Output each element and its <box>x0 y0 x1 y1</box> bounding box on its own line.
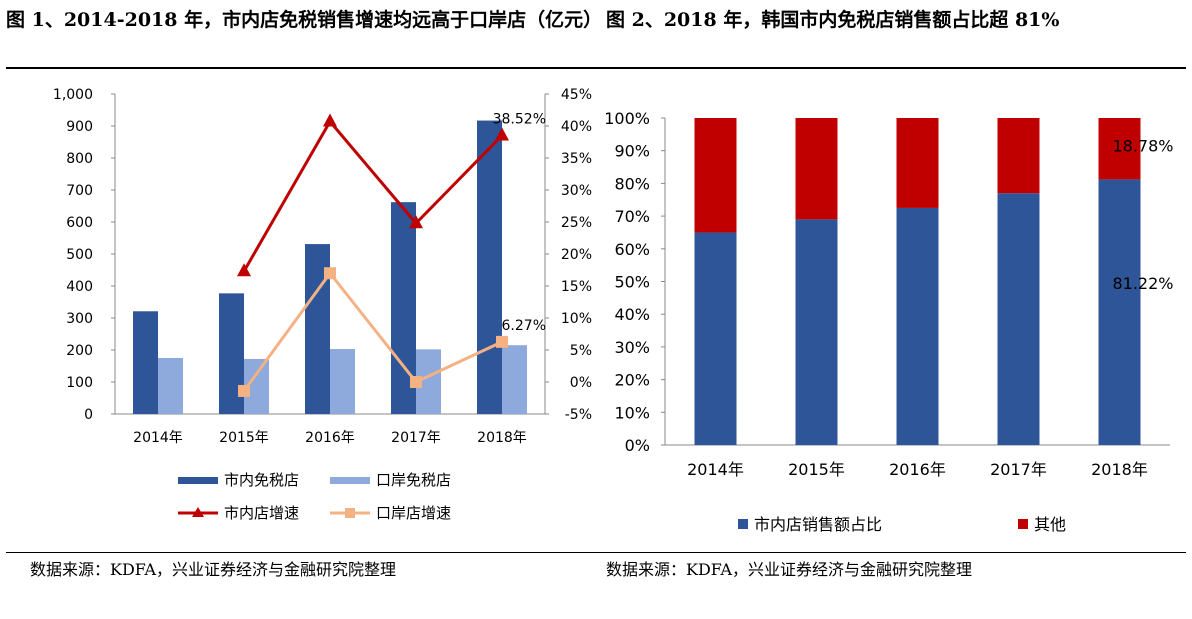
chart2-x-tick-label: 2014年 <box>687 460 744 479</box>
chart1-point-downtown-growth <box>323 113 337 127</box>
chart2-y-tick-label: 10% <box>614 403 650 422</box>
chart1-left-tick-label: 300 <box>66 311 93 327</box>
chart2-bar-other <box>997 118 1040 194</box>
chart1-x-tick-label: 2016年 <box>305 430 355 446</box>
chart1-point-downtown-growth <box>409 215 423 229</box>
chart2-bar-other <box>795 118 838 220</box>
chart1-x-tick-label: 2018年 <box>477 430 527 446</box>
chart1-x-tick-label: 2017年 <box>391 430 441 446</box>
chart1-line-port-growth <box>242 270 503 392</box>
chart1-right-tick-label: 25% <box>561 215 592 231</box>
chart1-point-downtown-growth <box>237 263 251 277</box>
chart1-left-tick-label: 700 <box>66 183 93 199</box>
chart1-x-tick-label: 2015年 <box>219 430 269 446</box>
chart1-data-label: 38.52% <box>493 111 546 127</box>
chart1-right-tick-label: 10% <box>561 311 592 327</box>
chart1-point-port-growth <box>410 376 422 388</box>
chart1-left-tick-label: 0 <box>84 407 93 423</box>
chart2-bar-other <box>896 118 939 208</box>
chart1-left-tick-label: 900 <box>66 119 93 135</box>
chart1-right-tick-label: -5% <box>565 407 592 423</box>
chart2-legend-downtown-share-label: 市内店销售额占比 <box>754 515 882 534</box>
chart1-right-tick-label: 35% <box>561 151 592 167</box>
chart2-x-tick-label: 2016年 <box>889 460 946 479</box>
chart2-y-tick-label: 50% <box>614 273 650 292</box>
figure1-title: 图 1、2014-2018 年，市内店免税销售增速均远高于口岸店（亿元） <box>6 9 603 31</box>
chart2-y-tick-label: 30% <box>614 338 650 357</box>
chart1-left-tick-label: 400 <box>66 279 93 295</box>
chart1-x-tick-label: 2014年 <box>133 430 183 446</box>
title-divider <box>6 67 1186 69</box>
chart1-legend-downtown-label: 市内免税店 <box>224 471 299 489</box>
chart1-line-downtown-growth <box>242 118 504 273</box>
chart2-y-tick-label: 100% <box>604 109 650 128</box>
figure2-source: 数据来源：KDFA，兴业证券经济与金融研究院整理 <box>606 560 973 579</box>
chart2-legend-downtown-share-swatch <box>738 519 748 529</box>
chart2-y-tick-label: 80% <box>614 174 650 193</box>
chart1-right-tick-label: 30% <box>561 183 592 199</box>
chart1-left-tick-label: 500 <box>66 247 93 263</box>
chart1-point-port-growth <box>238 384 250 397</box>
chart2-y-tick-label: 90% <box>614 142 650 161</box>
source-divider <box>6 552 1186 553</box>
chart2-legend-other-label: 其他 <box>1034 515 1066 534</box>
chart1-right-tick-label: 5% <box>570 343 592 359</box>
chart1-point-port-growth <box>496 335 508 348</box>
chart1-legend-downtown-swatch <box>178 477 218 484</box>
chart1-bar-downtown <box>477 120 502 414</box>
chart1-right-tick-label: 45% <box>561 87 592 103</box>
chart1-data-label: 6.27% <box>502 318 546 334</box>
chart1-point-downtown-growth <box>495 127 509 141</box>
chart1-bar-downtown <box>133 311 158 414</box>
chart2-x-tick-label: 2017年 <box>990 460 1047 479</box>
chart1-right-tick-label: 15% <box>561 279 592 295</box>
chart2-x-tick-label: 2018年 <box>1091 460 1148 479</box>
chart2-bar-other <box>694 118 737 233</box>
chart2-data-label: 81.22% <box>1112 274 1173 293</box>
chart1-legend-port-swatch <box>330 477 370 484</box>
chart1-left-tick-label: 600 <box>66 215 93 231</box>
chart1-legend-port-label: 口岸免税店 <box>376 471 451 489</box>
chart1-left-tick-label: 800 <box>66 151 93 167</box>
chart1-left-tick-label: 100 <box>66 375 93 391</box>
chart1-left-tick-label: 200 <box>66 343 93 359</box>
chart2-y-tick-label: 40% <box>614 305 650 324</box>
chart2-y-tick-label: 20% <box>614 371 650 390</box>
chart1-legend-port-growth-label: 口岸店增速 <box>376 504 451 522</box>
chart2-bar-downtown-share <box>896 207 939 445</box>
chart1-right-tick-label: 20% <box>561 247 592 263</box>
figure2-title: 图 2、2018 年，韩国市内免税店销售额占比超 81% <box>606 9 1060 31</box>
chart2-y-tick-label: 0% <box>625 436 650 455</box>
chart1-legend-port-growth-marker <box>345 508 355 518</box>
chart1-bar-port <box>502 345 527 414</box>
chart1-right-tick-label: 0% <box>570 375 592 391</box>
figure1-source: 数据来源：KDFA，兴业证券经济与金融研究院整理 <box>30 560 397 579</box>
chart1-right-tick-label: 40% <box>561 119 592 135</box>
chart1-bar-port <box>330 349 355 414</box>
chart2-y-tick-label: 60% <box>614 240 650 259</box>
chart2-bar-downtown-share <box>694 232 737 445</box>
chart1-point-port-growth <box>324 267 336 280</box>
chart2-x-tick-label: 2015年 <box>788 460 845 479</box>
chart1-legend-downtown-growth-marker <box>192 507 204 517</box>
chart2-bar-other <box>1098 118 1141 180</box>
chart2-bar-downtown-share <box>1098 179 1141 446</box>
chart1-bar-port <box>158 358 183 414</box>
chart2-y-tick-label: 70% <box>614 207 650 226</box>
chart1-legend-downtown-growth-label: 市内店增速 <box>224 504 299 522</box>
chart1-left-tick-label: 1,000 <box>53 87 93 103</box>
chart2-bar-downtown-share <box>997 193 1040 445</box>
chart2-bar-downtown-share <box>795 219 838 445</box>
chart2-legend-other-swatch <box>1018 519 1028 529</box>
chart2-data-label: 18.78% <box>1112 137 1173 156</box>
